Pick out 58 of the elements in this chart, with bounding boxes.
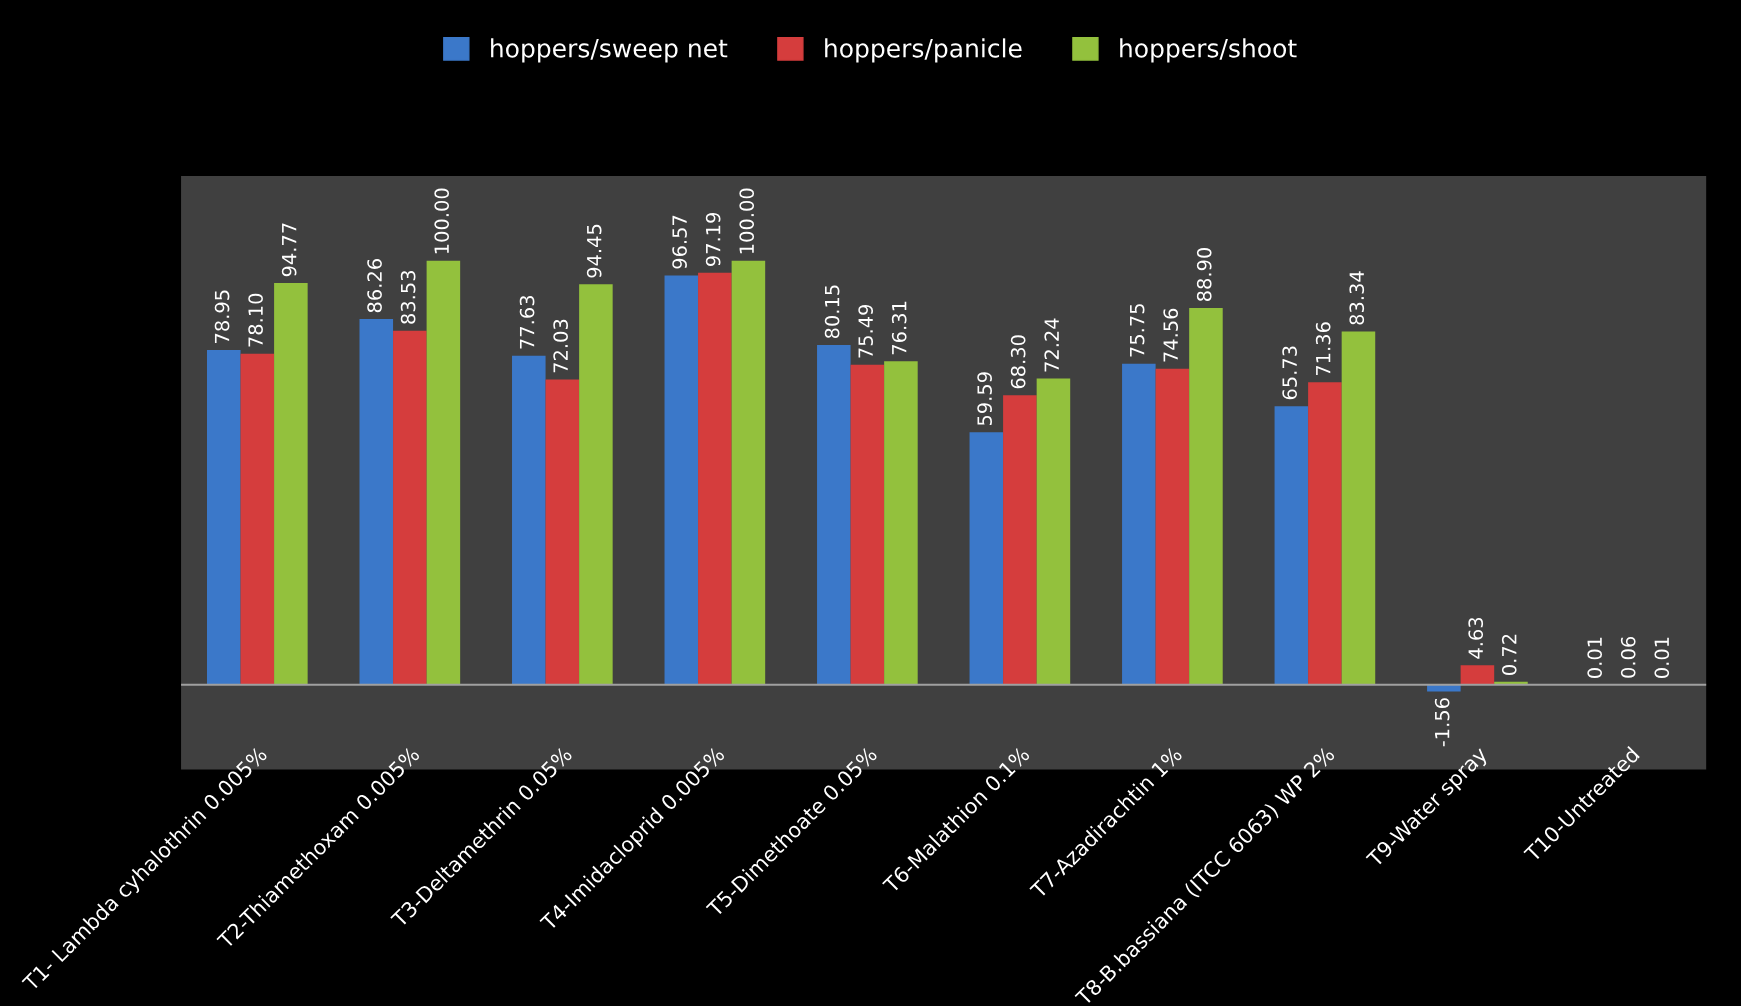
data-label: 75.49	[858, 304, 874, 358]
legend-label: hoppers/panicle	[825, 38, 1022, 63]
data-label: 74.56	[1163, 308, 1179, 362]
bar	[1341, 331, 1376, 685]
bar	[1036, 378, 1071, 685]
data-label: 68.30	[1010, 335, 1026, 389]
bar	[426, 260, 461, 685]
data-label: 100.00	[739, 188, 755, 254]
bar	[969, 432, 1004, 685]
bar	[664, 275, 699, 685]
data-label: 80.15	[824, 285, 840, 339]
bar	[817, 345, 851, 685]
data-label: 77.63	[519, 296, 535, 349]
bar	[545, 379, 580, 685]
data-label: 71.36	[1315, 322, 1331, 376]
bar	[206, 350, 241, 685]
data-label: 0.06	[1620, 636, 1636, 678]
bar	[1189, 307, 1223, 685]
data-label: 72.24	[1044, 318, 1059, 372]
legend-label: hoppers/sweep net	[491, 38, 728, 63]
data-label: 88.90	[1196, 247, 1212, 302]
data-label: 75.75	[1130, 304, 1145, 357]
data-label: 94.45	[586, 224, 602, 278]
data-label: 94.77	[281, 223, 297, 277]
data-label: 76.31	[891, 301, 907, 355]
data-label: 4.63	[1468, 617, 1484, 659]
data-label: 96.57	[672, 215, 687, 269]
bar	[850, 364, 885, 685]
bar	[512, 355, 546, 685]
data-label: 0.72	[1501, 634, 1517, 675]
bar	[359, 319, 394, 685]
data-label: 65.73	[1282, 346, 1297, 400]
data-label: 86.26	[367, 259, 382, 313]
data-label: 78.10	[248, 293, 263, 347]
bar	[1122, 363, 1156, 685]
bar	[240, 353, 275, 685]
bar	[1155, 368, 1190, 685]
data-label: 97.19	[705, 212, 721, 266]
data-label: 83.53	[400, 271, 416, 324]
bar	[1003, 395, 1037, 685]
data-label: -1.56	[1434, 698, 1450, 747]
bar	[1274, 406, 1309, 685]
data-label: 78.95	[214, 290, 230, 343]
bar	[884, 361, 918, 685]
bar	[579, 284, 613, 685]
data-label: 0.01	[1654, 637, 1670, 678]
legend-label: hoppers/shoot	[1120, 38, 1297, 63]
data-label: 100.00	[434, 188, 450, 254]
bar	[1308, 382, 1342, 685]
data-label: 72.03	[553, 319, 568, 373]
data-label: 0.01	[1587, 637, 1603, 678]
bar	[393, 330, 427, 685]
bar	[274, 283, 308, 685]
bar	[731, 260, 766, 685]
data-label: 83.34	[1349, 271, 1365, 325]
bar	[698, 272, 732, 685]
bar	[1460, 665, 1495, 685]
data-label: 59.59	[977, 372, 992, 426]
